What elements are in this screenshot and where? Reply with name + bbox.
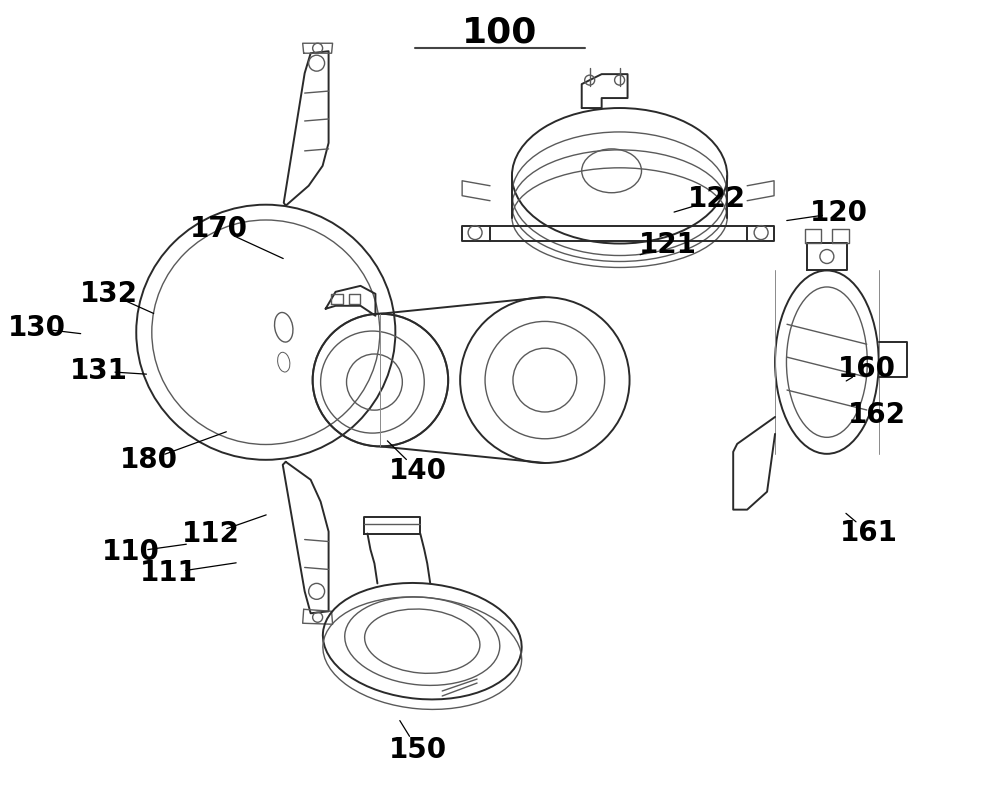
- Text: 120: 120: [810, 199, 868, 227]
- Text: 170: 170: [190, 215, 248, 243]
- Text: 132: 132: [80, 279, 138, 308]
- Text: 130: 130: [8, 314, 66, 343]
- Text: 160: 160: [838, 355, 896, 382]
- Text: 162: 162: [848, 401, 906, 428]
- Text: 140: 140: [389, 457, 447, 485]
- Text: 100: 100: [462, 15, 538, 49]
- Text: 121: 121: [638, 231, 696, 259]
- Text: 110: 110: [102, 538, 160, 566]
- Text: 150: 150: [389, 736, 447, 765]
- Text: 161: 161: [840, 518, 898, 547]
- Text: 180: 180: [120, 446, 178, 474]
- Text: 131: 131: [69, 357, 127, 385]
- Text: 122: 122: [688, 185, 746, 213]
- Text: 111: 111: [140, 559, 198, 587]
- Text: 112: 112: [182, 520, 240, 548]
